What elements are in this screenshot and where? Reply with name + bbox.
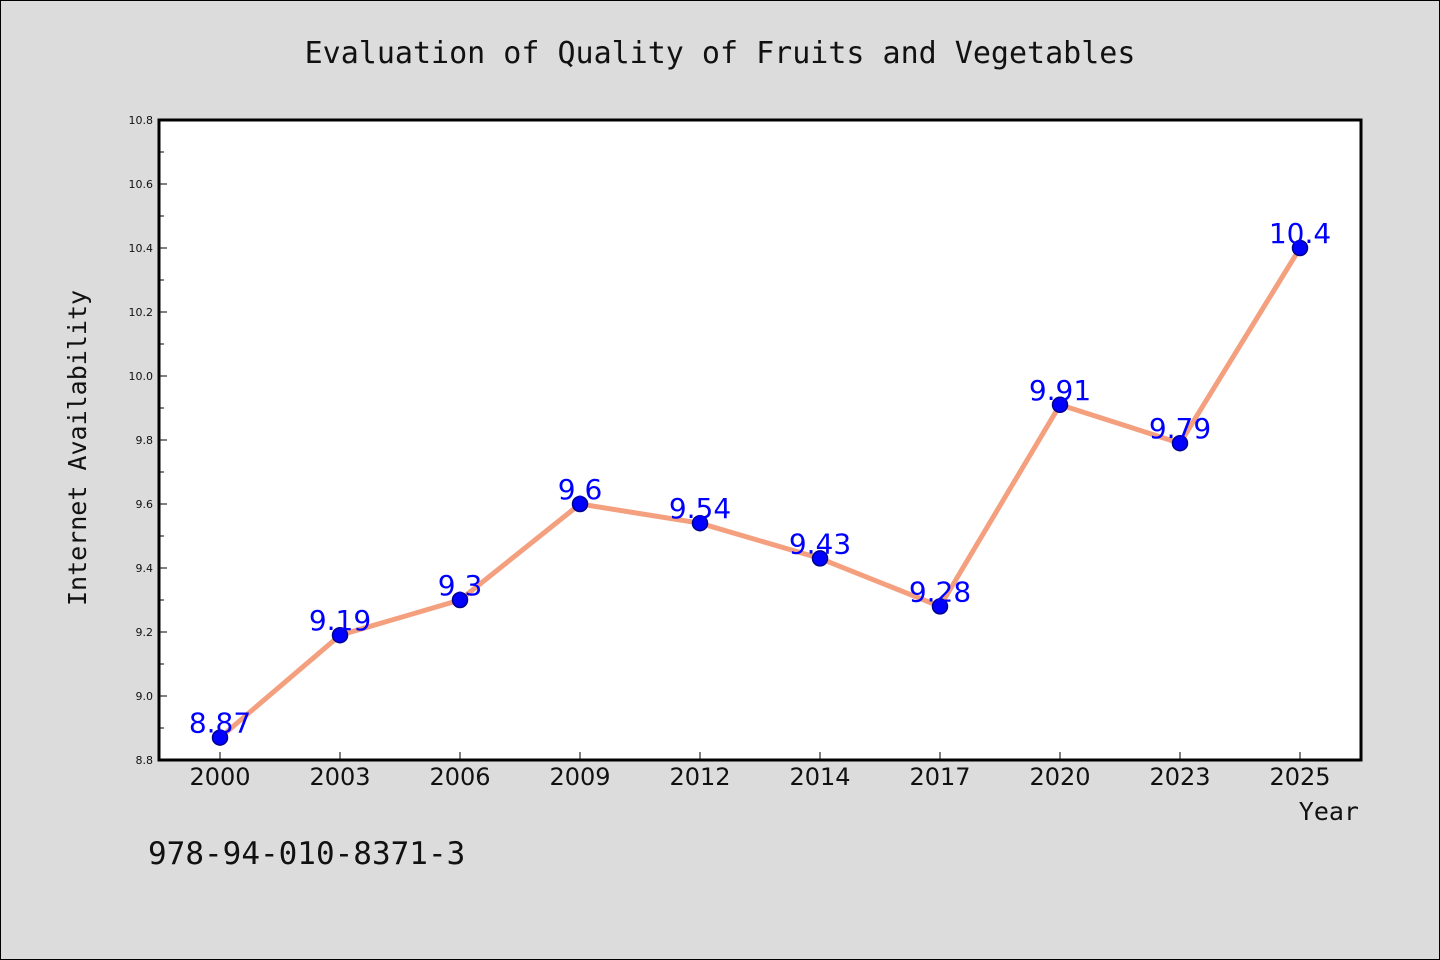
y-axis-ticks: 8.8 9.0 9.2 9.4 9.6 9.8 10.0 10.2 10.4 10.6 10.8: [129, 114, 167, 767]
isbn-text: 978-94-010-8371-3: [148, 836, 465, 872]
y-tick-label: 9.6: [136, 498, 154, 511]
x-tick-label: 2025: [1269, 763, 1330, 791]
data-point: [1291, 239, 1309, 257]
data-label: 10.4: [1269, 217, 1331, 250]
data-point: [1171, 434, 1189, 452]
data-label: 9.91: [1029, 374, 1091, 407]
y-tick-label: 10.2: [129, 306, 154, 319]
data-label: 9.28: [909, 575, 971, 608]
x-tick-label: 2009: [549, 763, 610, 791]
data-point: [1051, 396, 1069, 414]
plot-area: [157, 118, 1363, 762]
data-point: [331, 626, 349, 644]
data-point: [931, 598, 949, 615]
y-tick-label: 10.8: [129, 114, 154, 127]
x-tick-label: 2017: [909, 763, 970, 791]
series-layer: [211, 239, 1309, 746]
data-label: 9.19: [309, 604, 371, 637]
y-tick-label: 9.4: [136, 562, 154, 575]
data-point: [451, 591, 469, 609]
x-tick-label: 2000: [189, 763, 250, 791]
data-label: 9.79: [1149, 412, 1211, 445]
data-label: 9.54: [669, 492, 731, 525]
y-tick-label: 8.8: [136, 754, 154, 767]
data-point: [691, 514, 709, 532]
x-axis-label: Year: [1299, 797, 1359, 826]
data-label: 8.87: [189, 707, 251, 740]
y-tick-label: 10.6: [129, 178, 154, 191]
chart-title: Evaluation of Quality of Fruits and Vege…: [305, 36, 1136, 71]
x-tick-label: 2006: [429, 763, 490, 791]
data-labels-layer: 8.87 9.19 9.3 9.6 9.54 9.43 9.28 9.91 9.79 10.4: [189, 217, 1331, 740]
series-line: [217, 245, 1303, 741]
data-point: [571, 495, 589, 513]
x-tick-label: 2020: [1029, 763, 1090, 791]
data-label: 9.43: [789, 527, 851, 560]
y-tick-label: 9.8: [136, 434, 154, 447]
x-axis-ticks: 2000 2003 2006 2009 2012 2014 2017 2020 2023 2025: [189, 752, 1331, 791]
x-tick-label: 2003: [309, 763, 370, 791]
data-label: 9.3: [438, 569, 483, 602]
x-tick-label: 2023: [1149, 763, 1210, 791]
y-tick-label: 10.4: [129, 242, 154, 255]
y-tick-label: 9.2: [136, 626, 154, 639]
data-label: 9.6: [558, 473, 603, 506]
data-point: [211, 729, 229, 746]
x-tick-label: 2012: [669, 763, 730, 791]
y-tick-label: 10.0: [129, 370, 154, 383]
x-tick-label: 2014: [789, 763, 850, 791]
y-axis-label: Internet Availability: [63, 290, 92, 606]
data-point: [811, 550, 829, 567]
y-tick-label: 9.0: [136, 690, 154, 703]
